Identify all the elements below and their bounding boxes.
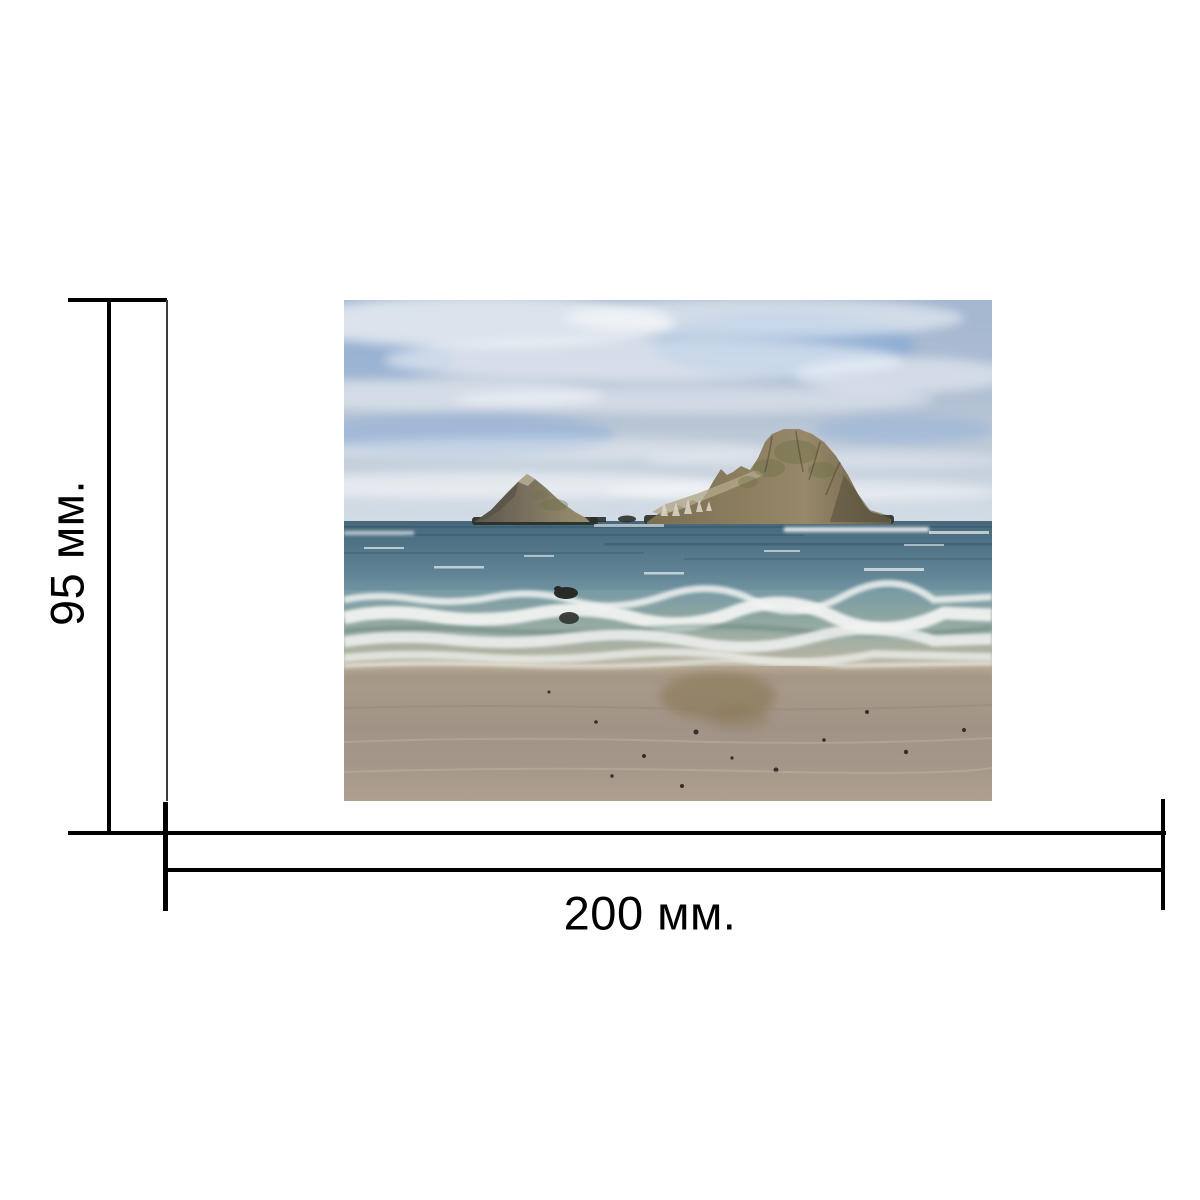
surf-zone xyxy=(344,579,992,668)
baseline xyxy=(68,831,1166,835)
rock-reflection xyxy=(660,672,776,730)
guano-pinnacles xyxy=(661,499,712,516)
width-left-tick xyxy=(163,802,168,911)
large-sea-stack xyxy=(618,429,894,524)
height-dimension-line xyxy=(107,298,111,835)
product-photo xyxy=(344,300,992,801)
pebbles xyxy=(547,690,966,788)
width-label: 200 мм. xyxy=(563,886,737,940)
clouds xyxy=(344,300,992,504)
height-top-tick xyxy=(68,298,167,302)
sky xyxy=(344,300,992,524)
horizon-wave-crests xyxy=(344,524,989,535)
height-label: 95 мм. xyxy=(40,479,94,627)
left-extension-line xyxy=(166,300,168,801)
width-right-tick xyxy=(1161,799,1165,910)
left-sea-stack xyxy=(472,474,606,525)
wet-sand xyxy=(344,658,992,801)
width-dimension-line xyxy=(163,868,1165,872)
ocean xyxy=(344,521,992,599)
beach-scene-illustration xyxy=(344,300,992,801)
